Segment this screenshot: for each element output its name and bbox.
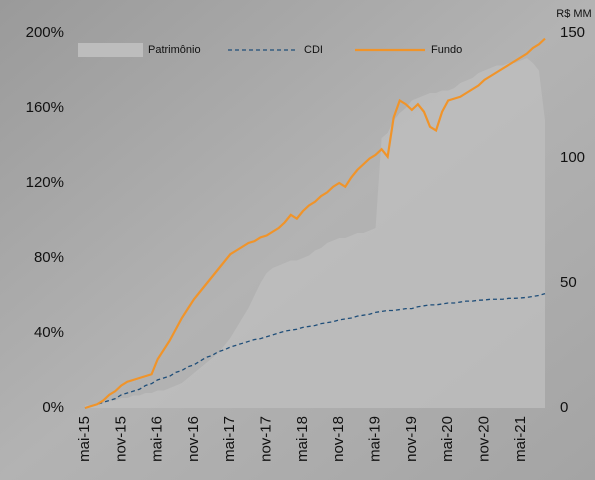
- y-tick-label: 40%: [34, 324, 64, 341]
- legend-label: Patrimônio: [148, 44, 201, 56]
- x-tick-label: mai-16: [149, 416, 166, 462]
- legend-label: Fundo: [431, 44, 462, 56]
- x-tick-label: nov-20: [475, 416, 492, 462]
- x-tick-label: nov-19: [403, 416, 420, 462]
- y2-axis-label: R$ MM: [556, 8, 591, 20]
- area-patrimonio: [85, 58, 545, 408]
- x-tick-label: nov-17: [258, 416, 275, 462]
- y-tick-label: 80%: [34, 249, 64, 266]
- x-tick-label: mai-15: [76, 416, 93, 462]
- y-tick-label: 200%: [26, 24, 64, 41]
- legend-label: CDI: [304, 44, 323, 56]
- y-tick-label: 160%: [26, 99, 64, 116]
- y-tick-label: 0%: [42, 399, 64, 416]
- x-tick-label: nov-15: [112, 416, 129, 462]
- x-tick-label: mai-19: [366, 416, 383, 462]
- line-fundo: [84, 37, 546, 410]
- x-tick-label: mai-20: [439, 416, 456, 462]
- y2-tick-label: 50: [560, 274, 577, 291]
- y-tick-label: 120%: [26, 174, 64, 191]
- y2-tick-label: 0: [560, 399, 568, 416]
- x-tick-label: mai-17: [221, 416, 238, 462]
- line-cdi: [84, 293, 546, 409]
- x-tick-label: mai-21: [512, 416, 529, 462]
- y2-tick-label: 100: [560, 149, 585, 166]
- x-tick-label: mai-18: [294, 416, 311, 462]
- x-tick-label: nov-16: [185, 416, 202, 462]
- x-tick-label: nov-18: [330, 416, 347, 462]
- legend-swatch: [78, 43, 143, 57]
- y2-tick-label: 150: [560, 24, 585, 41]
